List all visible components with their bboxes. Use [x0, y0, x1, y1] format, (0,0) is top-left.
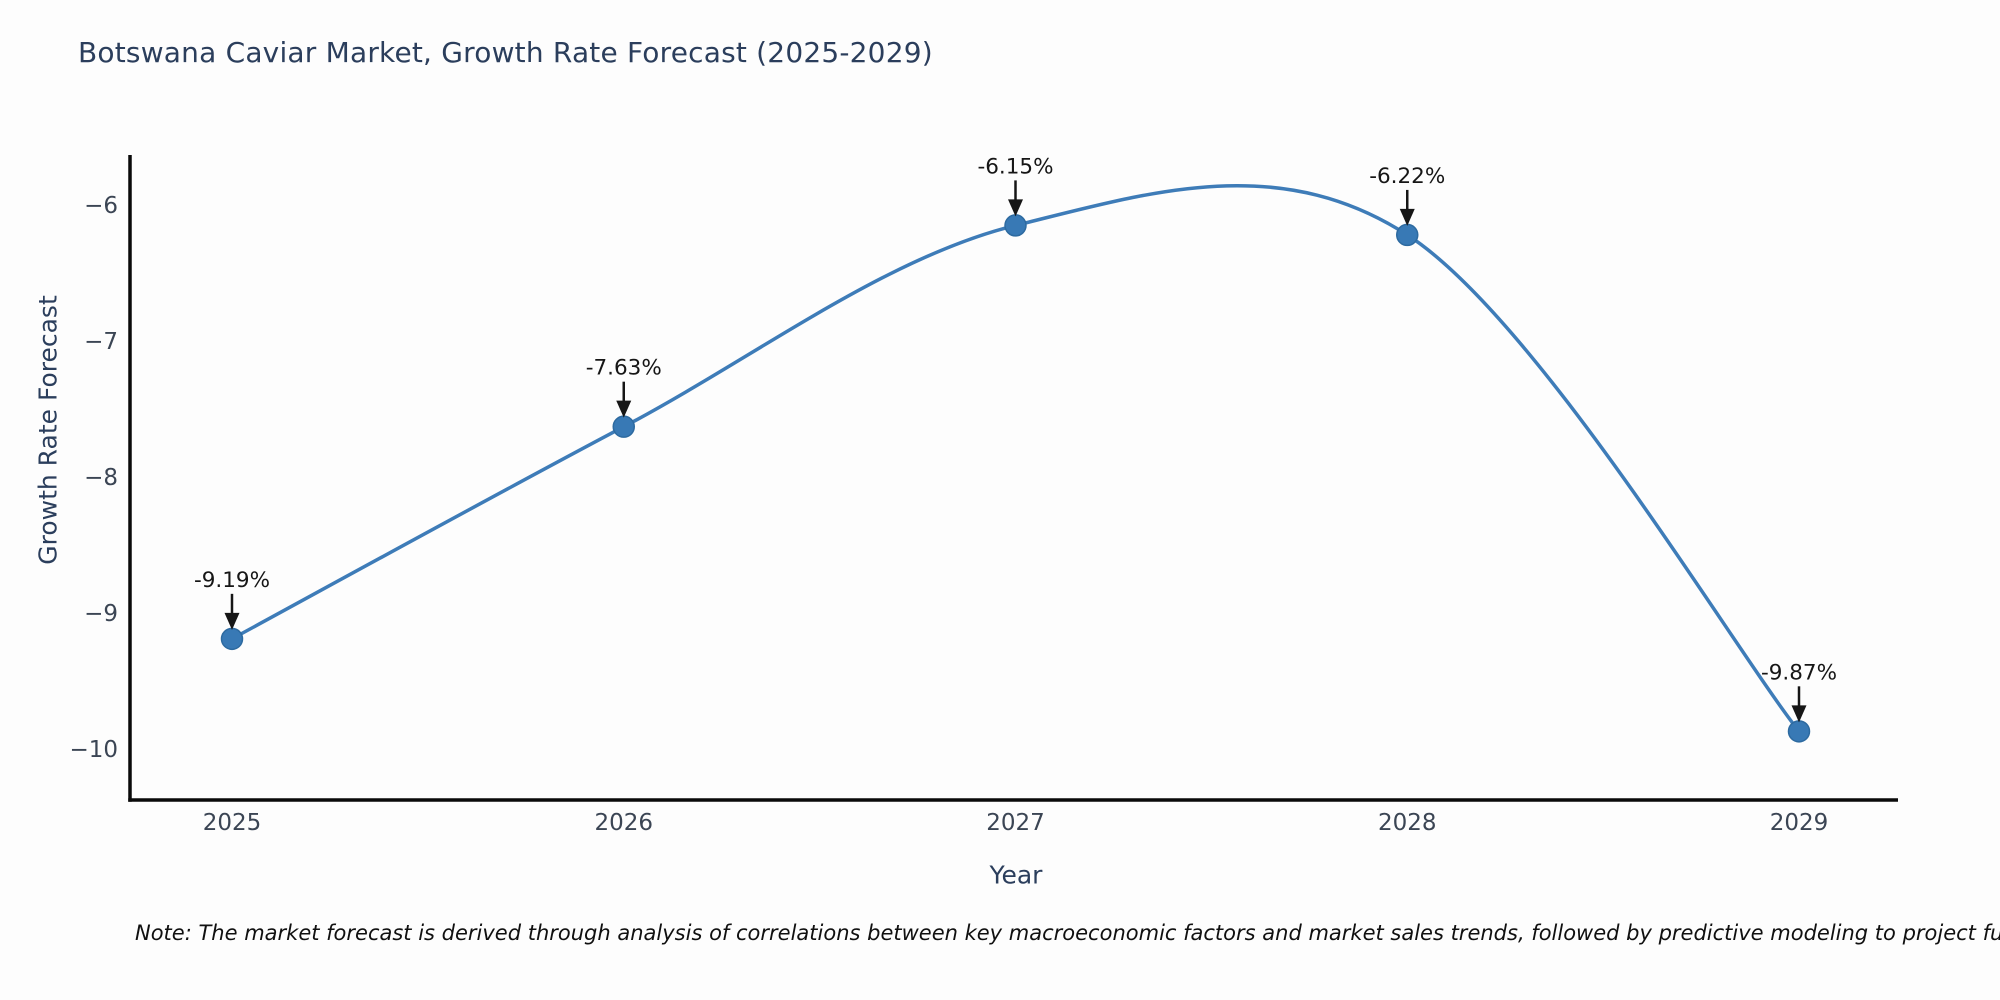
- x-axis-title: Year: [989, 860, 1043, 890]
- annotation-label: -7.63%: [586, 356, 662, 381]
- y-tick-label: −10: [69, 737, 118, 763]
- data-point-2028: [1396, 223, 1419, 247]
- x-tick-label: 2026: [594, 810, 653, 836]
- annotation-label: -6.22%: [1369, 164, 1445, 189]
- annotation-label: -9.19%: [194, 568, 270, 593]
- y-tick-label: −7: [84, 329, 118, 355]
- annotation-arrow-head: [616, 400, 632, 418]
- chart-title: Botswana Caviar Market, Growth Rate Fore…: [78, 36, 933, 69]
- data-point-2027: [1004, 214, 1027, 237]
- x-tick-label: 2025: [203, 810, 262, 836]
- annotation-label: -9.87%: [1761, 660, 1837, 685]
- annotation-arrow-head: [1399, 208, 1415, 226]
- annotation-arrow-head: [1791, 705, 1807, 723]
- data-point-2026: [612, 415, 635, 438]
- annotation-label: -6.15%: [977, 154, 1053, 179]
- data-point-2029: [1787, 720, 1811, 743]
- forecast-line: [230, 183, 1801, 734]
- annotation-arrow-head: [224, 612, 240, 630]
- x-tick-label: 2029: [1770, 810, 1829, 836]
- y-tick-label: −8: [84, 465, 118, 491]
- x-tick-label: 2027: [986, 810, 1045, 836]
- data-point-2025: [220, 627, 244, 651]
- annotation-arrow-head: [1008, 199, 1023, 217]
- y-tick-label: −9: [84, 601, 118, 627]
- x-tick-label: 2028: [1378, 810, 1437, 836]
- footnote: Note: The market forecast is derived thr…: [135, 921, 2000, 945]
- y-tick-label: −6: [84, 193, 118, 219]
